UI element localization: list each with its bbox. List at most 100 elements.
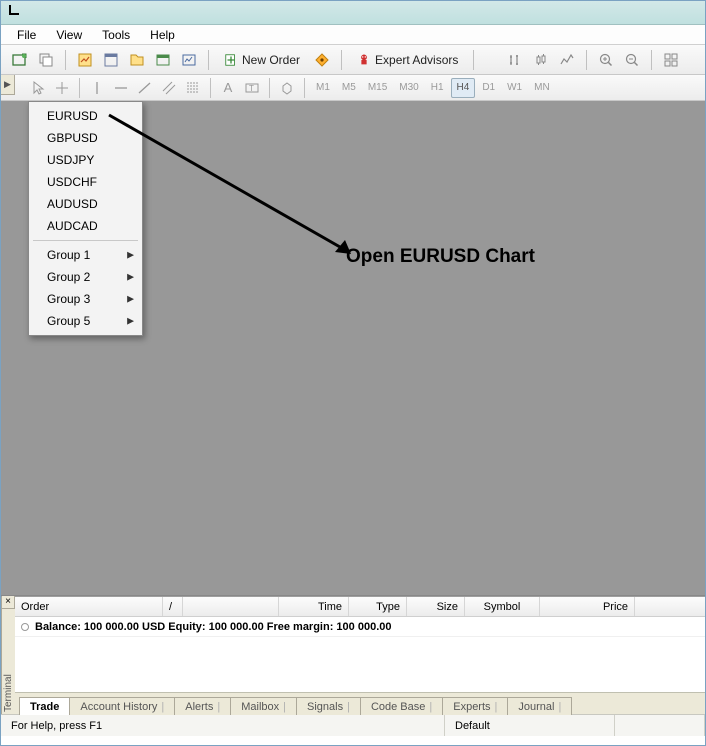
expert-advisors-label: Expert Advisors xyxy=(375,53,458,67)
terminal-side-label: Terminal xyxy=(1,597,15,714)
terminal-close-icon[interactable]: × xyxy=(2,596,15,609)
separator xyxy=(210,78,211,98)
tab-journal[interactable]: Journal| xyxy=(507,697,572,715)
timeframe-m1[interactable]: M1 xyxy=(311,78,335,98)
vertical-line-icon[interactable] xyxy=(86,77,108,99)
line-chart-icon[interactable] xyxy=(556,49,578,71)
new-chart-icon[interactable] xyxy=(9,49,31,71)
tab-signals[interactable]: Signals| xyxy=(296,697,361,715)
title-bar xyxy=(1,1,705,25)
dropdown-separator xyxy=(33,240,138,241)
dropdown-group-5[interactable]: Group 5▶ xyxy=(31,310,140,332)
dropdown-group-1[interactable]: Group 1▶ xyxy=(31,244,140,266)
timeframe-w1[interactable]: W1 xyxy=(502,78,527,98)
navigator-icon[interactable] xyxy=(126,49,148,71)
objects-icon[interactable] xyxy=(276,77,298,99)
col-symbol[interactable]: Symbol xyxy=(465,597,540,616)
timeframe-h1[interactable]: H1 xyxy=(426,78,449,98)
new-order-label: New Order xyxy=(242,53,300,67)
separator xyxy=(269,78,270,98)
channel-icon[interactable] xyxy=(158,77,180,99)
status-dot-icon xyxy=(21,623,29,631)
trendline-icon[interactable] xyxy=(134,77,156,99)
separator xyxy=(79,78,80,98)
app-icon xyxy=(9,5,19,15)
col-sort[interactable]: / xyxy=(163,597,183,616)
dropdown-group-3[interactable]: Group 3▶ xyxy=(31,288,140,310)
dropdown-item-usdjpy[interactable]: USDJPY xyxy=(31,149,140,171)
dropdown-item-usdchf[interactable]: USDCHF xyxy=(31,171,140,193)
new-order-icon xyxy=(224,53,238,67)
candlestick-icon[interactable] xyxy=(530,49,552,71)
dropdown-item-audusd[interactable]: AUDUSD xyxy=(31,193,140,215)
balance-row: Balance: 100 000.00 USD Equity: 100 000.… xyxy=(15,617,705,637)
separator xyxy=(341,50,342,70)
svg-text:T: T xyxy=(249,84,254,93)
menu-bar: File View Tools Help xyxy=(1,25,705,45)
metaquotes-icon[interactable] xyxy=(311,49,333,71)
profiles-icon[interactable] xyxy=(35,49,57,71)
separator xyxy=(473,50,474,70)
col-blank[interactable] xyxy=(183,597,279,616)
terminal-tabs: Trade Account History| Alerts| Mailbox| … xyxy=(15,692,705,714)
timeframe-d1[interactable]: D1 xyxy=(477,78,500,98)
col-time[interactable]: Time xyxy=(279,597,349,616)
tab-alerts[interactable]: Alerts| xyxy=(174,697,231,715)
separator xyxy=(65,50,66,70)
tab-account-history[interactable]: Account History| xyxy=(69,697,175,715)
dropdown-item-audcad[interactable]: AUDCAD xyxy=(31,215,140,237)
col-type[interactable]: Type xyxy=(349,597,407,616)
terminal-header: Order / Time Type Size Symbol Price xyxy=(15,597,705,617)
zoom-in-icon[interactable] xyxy=(595,49,617,71)
crosshair-icon[interactable] xyxy=(51,77,73,99)
tab-experts[interactable]: Experts| xyxy=(442,697,508,715)
menu-tools[interactable]: Tools xyxy=(92,26,140,44)
toolbar-secondary: ▶ A T M1 M5 M15 M30 H1 H4 D1 W1 MN xyxy=(1,75,705,101)
dropdown-item-eurusd[interactable]: EURUSD xyxy=(31,105,140,127)
status-empty xyxy=(615,715,705,736)
col-order[interactable]: Order xyxy=(15,597,163,616)
toolbar-main: New Order Expert Advisors xyxy=(1,45,705,75)
zoom-out-icon[interactable] xyxy=(621,49,643,71)
timeframe-mn[interactable]: MN xyxy=(529,78,555,98)
timeframe-h4[interactable]: H4 xyxy=(451,78,476,98)
data-window-icon[interactable] xyxy=(100,49,122,71)
tile-windows-icon[interactable] xyxy=(660,49,682,71)
text-tool-icon[interactable]: A xyxy=(217,77,239,99)
new-order-button[interactable]: New Order xyxy=(217,49,307,71)
status-help: For Help, press F1 xyxy=(1,715,445,736)
expert-advisors-button[interactable]: Expert Advisors xyxy=(350,49,465,71)
dropdown-item-gbpusd[interactable]: GBPUSD xyxy=(31,127,140,149)
terminal-icon[interactable] xyxy=(152,49,174,71)
separator xyxy=(304,78,305,98)
tab-code-base[interactable]: Code Base| xyxy=(360,697,443,715)
col-price[interactable]: Price xyxy=(540,597,635,616)
timeframe-m5[interactable]: M5 xyxy=(337,78,361,98)
tab-trade[interactable]: Trade xyxy=(19,697,70,715)
separator xyxy=(208,50,209,70)
timeframe-m30[interactable]: M30 xyxy=(394,78,423,98)
chart-tab-scroll-icon[interactable]: ▶ xyxy=(1,75,15,95)
tab-mailbox[interactable]: Mailbox| xyxy=(230,697,297,715)
chart-workspace: EURUSD GBPUSD USDJPY USDCHF AUDUSD AUDCA… xyxy=(1,101,705,596)
dropdown-group-2[interactable]: Group 2▶ xyxy=(31,266,140,288)
status-bar: For Help, press F1 Default xyxy=(1,714,705,736)
col-size[interactable]: Size xyxy=(407,597,465,616)
strategy-tester-icon[interactable] xyxy=(178,49,200,71)
terminal-panel: Terminal × Order / Time Type Size Symbol… xyxy=(1,596,705,714)
fibonacci-icon[interactable] xyxy=(182,77,204,99)
expert-advisors-icon xyxy=(357,53,371,67)
status-profile[interactable]: Default xyxy=(445,715,615,736)
menu-file[interactable]: File xyxy=(7,26,46,44)
cursor-icon[interactable] xyxy=(27,77,49,99)
annotation-label: Open EURUSD Chart xyxy=(346,246,535,268)
menu-view[interactable]: View xyxy=(46,26,92,44)
bar-chart-icon[interactable] xyxy=(504,49,526,71)
timeframe-m15[interactable]: M15 xyxy=(363,78,392,98)
text-label-icon[interactable]: T xyxy=(241,77,263,99)
menu-help[interactable]: Help xyxy=(140,26,185,44)
symbol-dropdown: EURUSD GBPUSD USDJPY USDCHF AUDUSD AUDCA… xyxy=(28,101,143,336)
balance-text: Balance: 100 000.00 USD Equity: 100 000.… xyxy=(35,621,391,633)
market-watch-icon[interactable] xyxy=(74,49,96,71)
horizontal-line-icon[interactable] xyxy=(110,77,132,99)
